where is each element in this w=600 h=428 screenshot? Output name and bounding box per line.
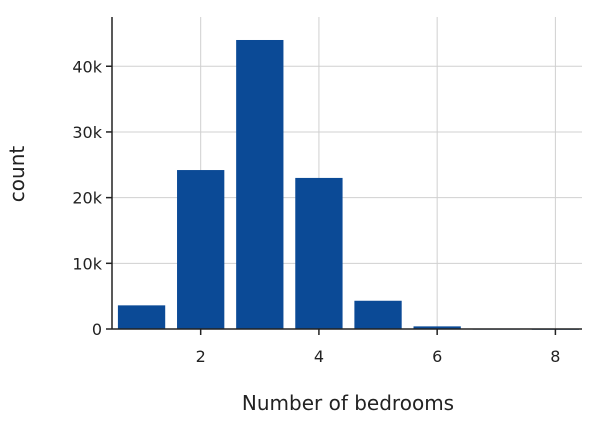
y-tick-label: 0 xyxy=(92,320,102,339)
y-tick-label: 20k xyxy=(72,189,102,208)
y-axis-title: count xyxy=(5,146,29,203)
y-tick-label: 10k xyxy=(72,254,102,273)
y-tick-label: 40k xyxy=(72,57,102,76)
axes xyxy=(106,17,582,335)
x-tick-label: 6 xyxy=(432,347,442,366)
x-tick-label: 8 xyxy=(550,347,560,366)
tick-labels: 0 10k 20k 30k 40k 2 4 6 8 xyxy=(72,57,560,366)
bar-3 xyxy=(236,39,284,330)
bar-2 xyxy=(177,170,225,329)
y-tick-label: 30k xyxy=(72,123,102,142)
x-tick-label: 2 xyxy=(196,347,206,366)
bar-6 xyxy=(413,326,461,329)
bar-4 xyxy=(295,177,343,329)
bars xyxy=(117,39,580,330)
x-axis-title: Number of bedrooms xyxy=(242,391,454,415)
bar-1 xyxy=(117,305,166,329)
bar-5 xyxy=(354,300,402,329)
x-tick-label: 4 xyxy=(314,347,324,366)
